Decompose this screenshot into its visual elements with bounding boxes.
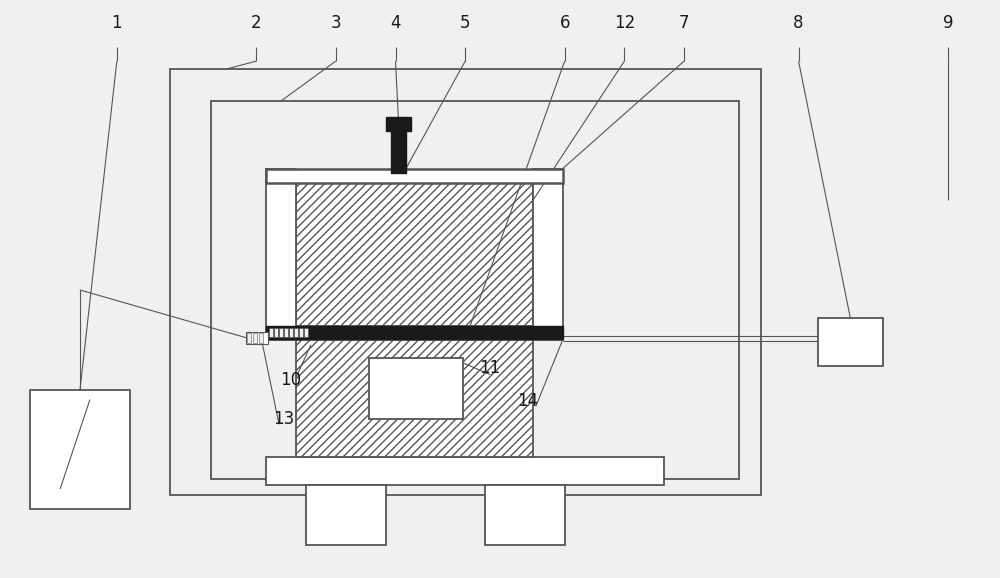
Text: 10: 10 xyxy=(280,370,302,388)
Bar xyxy=(289,328,293,337)
Bar xyxy=(284,328,288,337)
Bar xyxy=(259,333,263,343)
Text: 6: 6 xyxy=(559,14,570,32)
Text: 7: 7 xyxy=(679,14,689,32)
Bar xyxy=(294,328,298,337)
Text: 14: 14 xyxy=(517,392,538,410)
Bar xyxy=(485,485,565,544)
Bar xyxy=(253,333,257,343)
Text: 3: 3 xyxy=(330,14,341,32)
Text: 1: 1 xyxy=(112,14,122,32)
Bar xyxy=(211,101,739,479)
Bar xyxy=(386,117,411,131)
Bar xyxy=(296,340,533,457)
Bar xyxy=(170,69,761,495)
Text: 13: 13 xyxy=(273,410,295,428)
Bar xyxy=(533,169,563,340)
Bar xyxy=(304,328,308,337)
Text: 9: 9 xyxy=(943,14,953,32)
Bar xyxy=(369,358,463,420)
Bar xyxy=(269,328,273,337)
Text: 4: 4 xyxy=(390,14,401,32)
Bar xyxy=(247,333,251,343)
Bar xyxy=(30,390,130,509)
Bar xyxy=(818,318,883,366)
Text: 12: 12 xyxy=(614,14,635,32)
Bar xyxy=(391,121,406,173)
Bar xyxy=(299,328,303,337)
Bar xyxy=(266,169,563,183)
Bar xyxy=(266,326,563,339)
Text: 2: 2 xyxy=(251,14,261,32)
Text: 11: 11 xyxy=(479,358,501,377)
Bar xyxy=(266,457,664,485)
Bar xyxy=(306,485,386,544)
Bar xyxy=(266,169,296,340)
Text: 8: 8 xyxy=(793,14,804,32)
Bar xyxy=(279,328,283,337)
Bar xyxy=(274,328,278,337)
Bar xyxy=(296,179,533,326)
Text: 5: 5 xyxy=(460,14,470,32)
Bar xyxy=(246,332,268,344)
